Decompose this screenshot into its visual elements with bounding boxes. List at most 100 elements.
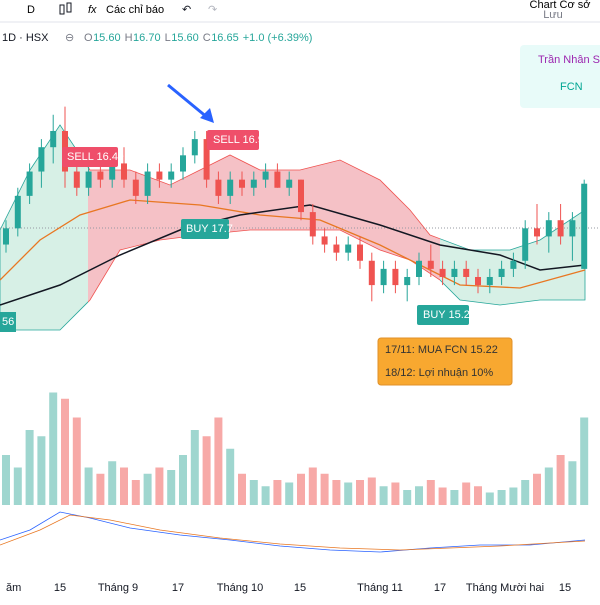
volume-bar	[533, 473, 541, 505]
volume-bar	[367, 477, 376, 505]
volume-bar	[497, 490, 506, 505]
volume-bar	[25, 430, 34, 505]
ohlc-value: 15.60	[171, 32, 199, 44]
candle-body	[486, 276, 493, 286]
volume-bar	[238, 473, 246, 505]
x-tick-label: Tháng Mười hai	[466, 582, 544, 594]
ohlc-label: H	[125, 32, 133, 44]
candle-body	[404, 276, 411, 286]
candle-body	[298, 179, 304, 213]
volume-bar	[344, 482, 353, 505]
fx-icon[interactable]: fx	[88, 4, 97, 16]
arrow	[167, 83, 209, 120]
sell-tag	[207, 130, 259, 150]
volume-bar	[521, 480, 530, 505]
volume-bar	[403, 490, 412, 505]
card	[520, 45, 600, 108]
candle-body	[239, 179, 245, 188]
volume-bar	[120, 467, 128, 505]
layout-name[interactable]: Chart Cơ sở	[530, 0, 591, 11]
candle-body	[380, 268, 387, 286]
redo[interactable]: ↷	[208, 4, 217, 16]
x-tick-label: Tháng 9	[98, 582, 138, 594]
volume-bar	[49, 392, 58, 505]
candle-body	[168, 171, 175, 180]
candle-body	[227, 179, 234, 196]
x-tick-label: Tháng 11	[357, 582, 403, 594]
tag	[0, 312, 16, 332]
candle-body	[180, 155, 186, 172]
volume-bar	[438, 487, 447, 505]
ohlc-value: 16.70	[133, 32, 161, 44]
volume-bar	[415, 486, 423, 505]
candle-body	[156, 171, 163, 180]
volume-bar	[426, 480, 435, 505]
candle-body	[274, 171, 281, 188]
volume-bar	[556, 455, 565, 505]
volume-bar	[379, 486, 388, 505]
volume-bar	[391, 482, 400, 505]
candle-body	[38, 147, 45, 172]
volume-bar	[202, 436, 211, 505]
arrow-head	[200, 108, 214, 123]
candle-body	[3, 228, 9, 245]
ohlc-label: O	[84, 32, 93, 44]
candle-body	[109, 163, 116, 180]
note-line: 18/12: Lợi nhuận 10%	[385, 367, 493, 379]
volume-bar	[308, 467, 317, 505]
x-tick-label: Tháng 10	[217, 582, 263, 594]
candle-body	[427, 260, 434, 269]
undo[interactable]: ↶	[182, 4, 191, 16]
candle-body	[50, 130, 57, 148]
volume-bar	[568, 461, 577, 505]
volume-bar	[72, 417, 81, 505]
symbol: 1D · HSX	[2, 32, 49, 44]
candle-body	[26, 171, 33, 196]
buy-tag	[181, 219, 229, 239]
save[interactable]: Lưu	[543, 9, 563, 21]
volume-bar	[580, 417, 589, 505]
candle-body	[498, 268, 505, 277]
volume-bar	[261, 486, 270, 505]
tag-label: 56	[2, 316, 14, 328]
volume-bar	[155, 467, 164, 505]
indicators[interactable]: Các chỉ báo	[106, 4, 164, 16]
macd-line	[0, 511, 586, 553]
volume-bar	[285, 482, 294, 505]
x-tick-label: 15	[54, 582, 66, 594]
volume-bar	[214, 417, 223, 505]
x-tick-label: 15	[559, 582, 571, 594]
volume-bar	[190, 430, 199, 505]
volume-bar	[167, 470, 176, 505]
volume-bar	[179, 455, 187, 505]
candle-body	[309, 212, 316, 237]
candle-body	[144, 171, 151, 196]
volume-bar	[37, 436, 46, 505]
x-tick-label: 17	[172, 582, 184, 594]
volume-bar	[143, 473, 152, 505]
candle-body	[203, 139, 210, 180]
candle-body	[451, 268, 458, 277]
volume-bar	[474, 486, 482, 505]
buy-label: BUY 15.22	[423, 309, 476, 321]
volumes	[2, 392, 589, 505]
sell-tag	[62, 147, 118, 167]
ohlc-value: 16.65	[211, 32, 239, 44]
candle-body	[581, 183, 588, 269]
x-axis: ăm 15 Tháng 9 17 Tháng 10 15 Tháng 11 17 Tháng M…	[6, 582, 571, 594]
x-tick-label: 15	[294, 582, 306, 594]
interval[interactable]: D	[27, 4, 35, 16]
candle-body	[545, 220, 552, 237]
collapse[interactable]: ⊖	[65, 32, 74, 44]
candle-body	[333, 244, 340, 253]
candle-icon[interactable]	[59, 2, 72, 15]
volume-bar	[273, 480, 282, 505]
candle-body	[569, 220, 576, 237]
volume-bar	[61, 398, 69, 505]
macd	[0, 511, 586, 553]
volume-bar	[226, 448, 235, 505]
volume-bar	[320, 473, 329, 505]
note-line: 17/11: MUA FCN 15.22	[385, 344, 498, 356]
candle-body	[262, 171, 269, 180]
